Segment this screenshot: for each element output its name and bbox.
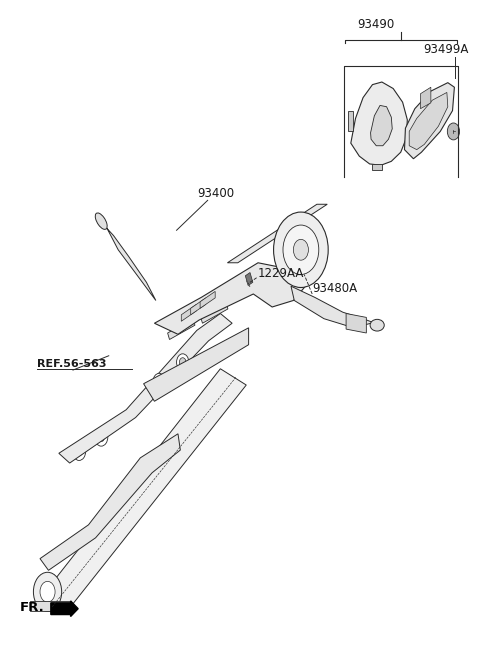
Circle shape (40, 581, 55, 602)
Circle shape (177, 354, 189, 371)
Circle shape (156, 377, 162, 387)
Polygon shape (30, 601, 71, 611)
FancyArrow shape (51, 601, 78, 616)
Polygon shape (144, 328, 249, 402)
Polygon shape (103, 224, 156, 300)
Polygon shape (409, 93, 448, 150)
Polygon shape (291, 286, 373, 328)
Polygon shape (348, 110, 353, 131)
Polygon shape (59, 313, 232, 463)
Polygon shape (181, 304, 196, 321)
Polygon shape (39, 369, 246, 614)
Polygon shape (168, 319, 195, 340)
Circle shape (180, 358, 186, 367)
Text: 93400: 93400 (197, 187, 234, 200)
Circle shape (153, 374, 165, 390)
Circle shape (274, 212, 328, 287)
Text: 1229AA: 1229AA (258, 266, 304, 279)
Polygon shape (200, 291, 215, 308)
Polygon shape (405, 83, 455, 159)
Circle shape (34, 572, 61, 611)
Circle shape (447, 123, 459, 140)
Text: REF.56-563: REF.56-563 (36, 358, 106, 369)
Text: 93499A: 93499A (423, 43, 468, 56)
Polygon shape (228, 204, 327, 263)
Polygon shape (245, 272, 253, 285)
Circle shape (95, 428, 108, 446)
Polygon shape (155, 263, 310, 334)
Circle shape (72, 442, 86, 460)
Polygon shape (201, 302, 228, 323)
Circle shape (98, 432, 105, 441)
Ellipse shape (95, 213, 107, 229)
Circle shape (76, 447, 83, 456)
Polygon shape (40, 434, 180, 570)
Polygon shape (420, 88, 431, 108)
Polygon shape (372, 164, 382, 170)
Circle shape (283, 225, 319, 274)
Ellipse shape (370, 319, 384, 331)
Polygon shape (191, 298, 206, 315)
Polygon shape (346, 313, 366, 333)
Polygon shape (371, 105, 392, 146)
Polygon shape (351, 82, 408, 165)
Text: 93490: 93490 (357, 18, 395, 31)
Text: FR.: FR. (20, 601, 45, 614)
Text: 93480A: 93480A (312, 282, 357, 295)
Circle shape (293, 240, 309, 260)
